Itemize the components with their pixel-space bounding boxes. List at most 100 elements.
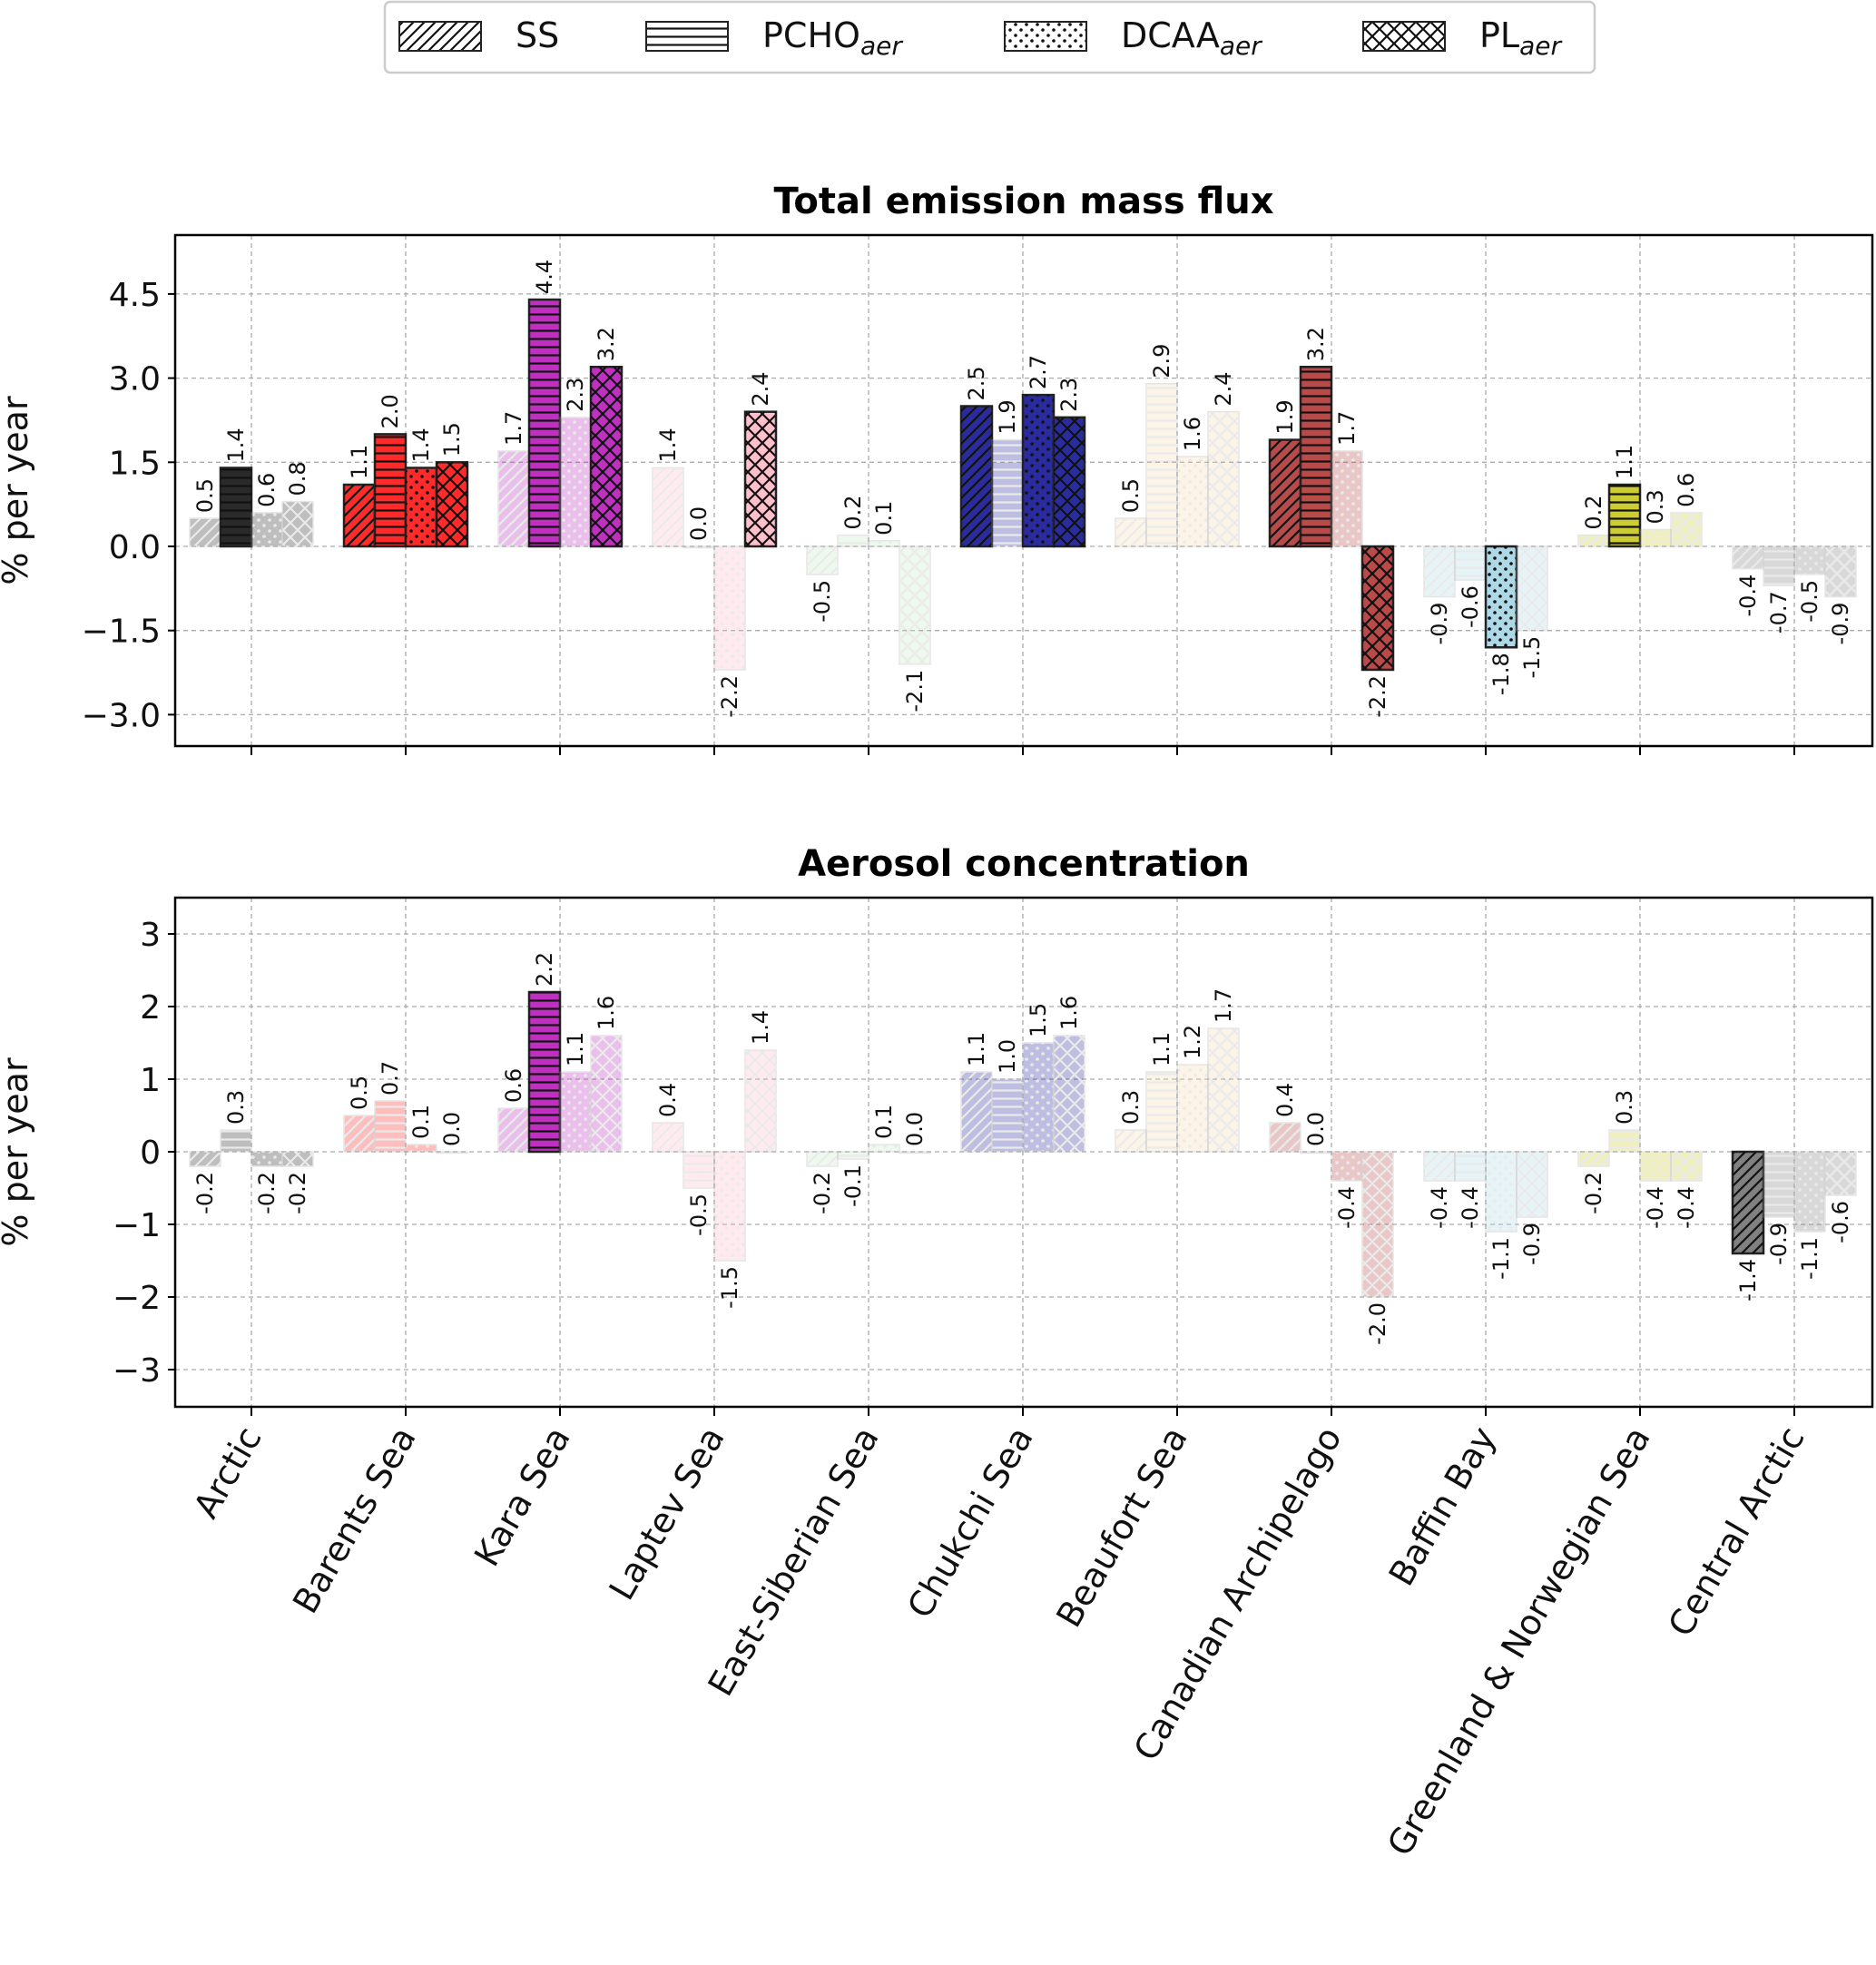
bar-dcaa: [1639, 528, 1672, 547]
bar-hatch: [282, 1152, 313, 1166]
bar-hatch: [807, 1152, 838, 1166]
data-label: 2.5: [964, 366, 989, 400]
data-label: 0.5: [1118, 478, 1144, 513]
bar-hatch: [745, 411, 776, 546]
data-label: 1.5: [1026, 1003, 1051, 1037]
bar-hatch: [1115, 518, 1146, 546]
data-label: 1.6: [594, 996, 619, 1030]
bar-pl: [743, 410, 778, 548]
bar-pl: [899, 545, 931, 665]
bar-hatch: [1115, 1130, 1146, 1152]
bar-hatch: [1794, 1152, 1825, 1232]
bar-pcho: [837, 534, 869, 547]
bar-hatch: [1609, 485, 1640, 546]
bar-hatch: [190, 1152, 221, 1166]
bar-hatch: [1331, 450, 1362, 546]
data-label: 0.0: [439, 1112, 465, 1146]
data-label: 1.1: [347, 445, 372, 479]
y-tick-label: 2: [140, 989, 161, 1027]
data-label: -1.1: [1797, 1237, 1822, 1280]
bar-hatch: [745, 1050, 776, 1152]
data-label: -2.2: [1365, 675, 1390, 718]
data-label: 1.9: [995, 399, 1020, 434]
bar-pl: [1361, 1151, 1394, 1298]
bar-pl: [1824, 1151, 1857, 1196]
bar-dcaa: [1176, 456, 1209, 547]
bar-ss: [652, 467, 684, 547]
x-tick-label: Central Arctic: [1660, 1420, 1812, 1644]
data-label: 1.4: [655, 427, 681, 462]
y-tick-label: 0: [140, 1135, 161, 1172]
bar-ss: [343, 1115, 376, 1153]
bar-ss: [497, 1107, 530, 1153]
bar-pl: [1670, 512, 1703, 547]
x-tick-label: Baffin Bay: [1381, 1420, 1504, 1593]
y-tick-label: 1: [140, 1062, 161, 1099]
x-tick-label: East-Siberian Sea: [701, 1420, 887, 1704]
bar-dcaa: [868, 1144, 900, 1153]
data-label: -2.0: [1365, 1302, 1390, 1345]
legend-label: DCAAaer: [1121, 15, 1262, 61]
data-label: -0.5: [686, 1194, 712, 1236]
data-label: -1.5: [1519, 636, 1545, 679]
legend-label: PLaer: [1479, 15, 1562, 61]
bar-hatch: [1362, 546, 1393, 670]
data-label: 2.3: [1056, 378, 1082, 412]
bar-hatch: [1825, 1152, 1856, 1195]
bar-ss: [1423, 545, 1456, 598]
data-label: 0.6: [254, 473, 280, 507]
bar-pcho: [1454, 1151, 1487, 1182]
data-label: 3.2: [594, 327, 619, 361]
bar-hatch: [1609, 1130, 1640, 1152]
data-label: 0.2: [840, 495, 866, 529]
data-label: 2.2: [532, 952, 557, 987]
bar-hatch: [1424, 546, 1455, 597]
data-label: -0.4: [1458, 1186, 1483, 1229]
bar-dcaa: [250, 1151, 283, 1167]
bar-pl: [1360, 545, 1395, 672]
bar-ss: [1268, 438, 1302, 548]
data-label: -0.4: [1643, 1186, 1668, 1229]
bar-hatch: [1177, 1065, 1208, 1152]
legend-swatch-hatch: [398, 21, 482, 52]
bar-ss: [960, 1071, 993, 1153]
data-label: -2.2: [717, 675, 742, 718]
data-label: 0.5: [192, 478, 218, 513]
bar-hatch: [1301, 1152, 1331, 1154]
data-label: 1.7: [501, 411, 526, 446]
bar-hatch: [1301, 367, 1331, 546]
data-label: -0.2: [192, 1172, 218, 1214]
bar-hatch: [653, 467, 683, 546]
legend-item-pl: PLaer: [1362, 15, 1562, 61]
bar-pcho: [1607, 483, 1642, 548]
bar-hatch: [344, 1115, 375, 1152]
bar-hatch: [406, 1145, 437, 1152]
bar-hatch: [992, 439, 1023, 546]
data-label: -0.7: [1766, 591, 1792, 634]
bar-hatch: [1177, 457, 1208, 546]
data-label: 1.5: [439, 422, 465, 457]
bar-hatch: [961, 1072, 992, 1152]
data-label: -0.2: [254, 1172, 280, 1214]
data-label: 2.9: [1149, 344, 1174, 378]
bar-hatch: [591, 1036, 622, 1152]
bar-pl: [899, 1151, 931, 1154]
data-label: 2.0: [378, 394, 403, 428]
bar-hatch: [498, 450, 529, 546]
bar-hatch: [1486, 1152, 1517, 1232]
bar-pl: [436, 1151, 468, 1154]
bar-ss: [1115, 1129, 1147, 1153]
bar-hatch: [653, 1123, 683, 1152]
data-label: -0.2: [1581, 1172, 1606, 1214]
data-label: 1.2: [1180, 1025, 1205, 1059]
data-label: 1.7: [1211, 988, 1236, 1023]
bar-hatch: [591, 367, 622, 546]
bar-hatch: [1763, 1152, 1794, 1217]
bar-hatch: [375, 1101, 406, 1152]
bar-hatch: [1733, 1152, 1763, 1253]
bar-pcho: [683, 1151, 715, 1189]
bar-hatch: [282, 501, 313, 546]
bar-pl: [1824, 545, 1857, 598]
bar-ss: [189, 1151, 221, 1167]
legend-label: SS: [516, 15, 559, 55]
